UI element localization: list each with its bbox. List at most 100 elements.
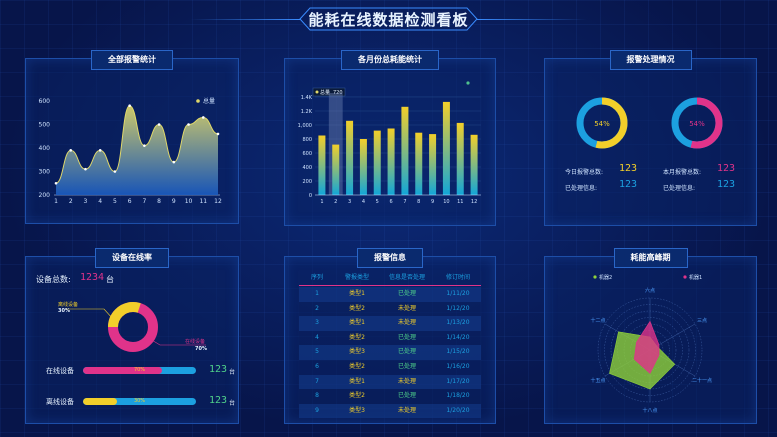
monthly-bar <box>373 130 381 195</box>
table-cell: 8 <box>315 392 319 400</box>
online-callout-pct: 70% <box>195 346 207 352</box>
alarm-process-panel: 报警处理情况 54% 54% 今日报警总数: 123 已处理信息: 123 本月… <box>544 50 757 226</box>
table-cell: 类型2 <box>349 333 365 341</box>
table-row[interactable]: 7 类型1 未处理 1/17/20 <box>299 374 481 390</box>
today-total-label: 今日报警总数: <box>565 169 604 176</box>
table-cell: 类型3 <box>349 406 365 414</box>
donut2-label: 54% <box>689 120 705 128</box>
month-done-label: 已处理信息: <box>663 185 696 192</box>
alarm-data-point <box>201 116 205 119</box>
table-cell: 4 <box>315 333 319 341</box>
monthly-energy-panel: 各月份总耗能统计 总量 720 0 200 400 600 800 1,000 1.2K 1.… <box>284 50 496 226</box>
table-cell: 7 <box>315 377 319 385</box>
table-cell: 3 <box>315 319 319 327</box>
table-row[interactable]: 4 类型2 已处理 1/14/20 <box>299 330 481 346</box>
online-progress-bar: 70% <box>83 367 196 374</box>
today-done-label: 已处理信息: <box>565 185 598 192</box>
device-donut-offline-arc <box>108 302 158 352</box>
radar-axis-label: 十八点 <box>642 407 657 414</box>
monthly-x-tick-label: 7 <box>403 199 406 205</box>
offline-progress-bar: 30% <box>83 398 196 405</box>
monthly-energy-title: 各月份总耗能统计 <box>341 50 439 70</box>
alarm-x-tick-label: 7 <box>142 198 146 205</box>
monthly-x-tick-label: 9 <box>431 199 434 205</box>
table-row[interactable]: 1 类型1 已处理 1/11/20 <box>299 287 481 302</box>
month-total-label: 本月报警总数: <box>663 169 702 176</box>
alarm-data-point <box>84 167 87 171</box>
page-title: 能耗在线数据检测看板 <box>308 11 469 29</box>
peak-legend2-dot <box>683 275 687 279</box>
header: 能耗在线数据检测看板 <box>0 0 777 40</box>
monthly-x-tick-label: 2 <box>334 199 337 205</box>
alarm-process-donuts: 54% 54% <box>576 97 723 149</box>
alarm-data-point <box>128 104 131 107</box>
monthly-tooltip-label: 总量 <box>320 89 330 96</box>
radar-ring <box>617 317 683 383</box>
alarm-data-point <box>54 181 58 185</box>
offline-unit: 台 <box>229 400 236 407</box>
alert-table-header: 序列 警报类型 信息是否处理 修订时间 <box>299 271 481 286</box>
alarm-y-tick-label: 500 <box>39 122 51 129</box>
monthly-y-tick-label: 0 <box>309 193 312 199</box>
monthly-x-tick-label: 8 <box>417 199 420 205</box>
alarm-data-point <box>69 149 73 152</box>
alert-table-header-cell: 信息是否处理 <box>388 274 425 281</box>
table-cell: 1/14/20 <box>446 333 470 341</box>
table-cell: 已处理 <box>397 333 416 341</box>
table-cell: 1/12/20 <box>446 304 470 312</box>
table-cell: 1/13/20 <box>446 319 470 327</box>
month-done-value: 123 <box>717 179 736 190</box>
table-cell: 1/11/20 <box>446 290 470 297</box>
table-row[interactable]: 9 类型3 未处理 1/20/20 <box>299 403 481 419</box>
table-cell: 已处理 <box>397 362 416 370</box>
month-total-value: 123 <box>717 163 736 174</box>
radar-axis-label: 十二点 <box>591 317 606 324</box>
table-row[interactable]: 3 类型1 未处理 1/13/20 <box>299 316 481 331</box>
alarm-x-tick-label: 11 <box>199 198 207 205</box>
radar-axis-label: 二十一点 <box>692 377 712 384</box>
peak-legend1-dot <box>593 275 597 279</box>
table-row[interactable]: 2 类型2 未处理 1/12/20 <box>299 301 481 317</box>
table-row[interactable]: 5 类型3 已处理 1/15/20 <box>299 345 481 360</box>
title-line-left <box>190 19 300 20</box>
alarm-x-tick-label: 2 <box>69 198 73 205</box>
table-cell: 未处理 <box>397 304 416 312</box>
table-cell: 5 <box>315 348 319 356</box>
alarm-y-tick-label: 600 <box>39 98 51 105</box>
alarm-legend-dot <box>196 99 200 103</box>
peak-energy-title: 耗能高峰期 <box>613 248 688 268</box>
monthly-y-tick-label: 800 <box>302 137 312 143</box>
radar-axis-label: 三点 <box>697 318 707 324</box>
online-callout-label: 在线设备 <box>185 339 206 345</box>
alarm-data-point <box>98 149 102 152</box>
online-leader-line <box>149 338 206 346</box>
alarm-x-tick-label: 3 <box>84 198 88 205</box>
alert-table-body: 1 类型1 已处理 1/11/20 2 类型2 未处理 1/12/20 3 类型1 未处理 1/13/… <box>299 287 481 419</box>
alarm-area-fill <box>56 105 218 195</box>
alarm-process-title: 报警处理情况 <box>609 50 692 70</box>
title-frame <box>299 7 478 31</box>
monthly-tooltip-dot <box>315 90 319 94</box>
device-total-value: 1234 <box>80 272 105 283</box>
alarm-x-tick-label: 5 <box>113 198 117 205</box>
table-cell: 未处理 <box>397 377 416 385</box>
donut1-label: 54% <box>594 120 610 128</box>
monthly-bar <box>456 122 464 195</box>
table-row[interactable]: 8 类型2 已处理 1/18/20 <box>299 389 481 404</box>
alarm-x-tick-label: 6 <box>128 198 132 205</box>
alarm-data-point <box>143 144 146 147</box>
alarm-data-point <box>172 160 176 164</box>
table-cell: 2 <box>315 304 319 312</box>
monthly-y-tick-label: 1,000 <box>298 123 312 129</box>
monthly-x-tick-label: 12 <box>471 199 477 205</box>
monthly-bar <box>318 135 326 195</box>
offline-leader-line <box>66 308 114 320</box>
table-row[interactable]: 6 类型2 已处理 1/16/20 <box>299 359 481 375</box>
monthly-x-tick-label: 10 <box>443 199 449 205</box>
alarm-stats-title: 全部报警统计 <box>91 50 173 70</box>
alarm-legend-label: 总量 <box>203 97 215 105</box>
alert-table-header-cell: 警报类型 <box>344 274 369 281</box>
offline-callout-pct: 30% <box>58 308 70 314</box>
table-cell: 6 <box>315 362 319 370</box>
